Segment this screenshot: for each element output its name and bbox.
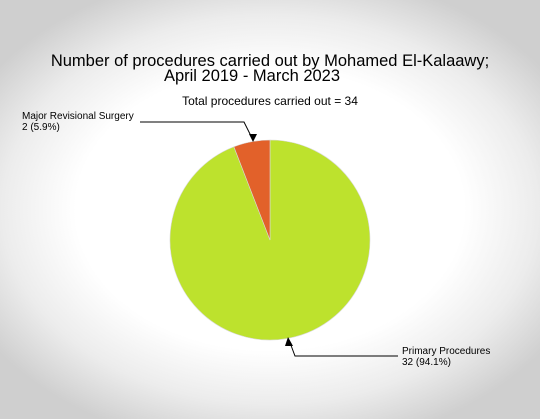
- callout-arrowhead: [249, 134, 257, 142]
- slice-label-major-revisional: Major Revisional Surgery: [22, 111, 134, 122]
- slice-value-major-revisional: 2 (5.9%): [22, 122, 60, 133]
- callout-arrowhead: [285, 337, 293, 346]
- chart-subtitle: Total procedures carried out = 34: [182, 94, 358, 108]
- pie-slices: [169, 139, 371, 341]
- callout-leader-line: [140, 121, 254, 141]
- slice-value-primary: 32 (94.1%): [402, 357, 451, 368]
- callout-leader-line: [288, 339, 398, 357]
- slice-label-primary: Primary Procedures: [402, 346, 490, 357]
- chart-title-line-2: April 2019 - March 2023: [164, 67, 340, 85]
- pie-slice-major-revisional-surgery: [233, 139, 271, 241]
- chart-title-line-1: Number of procedures carried out by Moha…: [51, 52, 489, 70]
- callout-primary: Primary Procedures 32 (94.1%): [285, 337, 490, 368]
- callout-major-revisional: Major Revisional Surgery 2 (5.9%): [22, 111, 257, 142]
